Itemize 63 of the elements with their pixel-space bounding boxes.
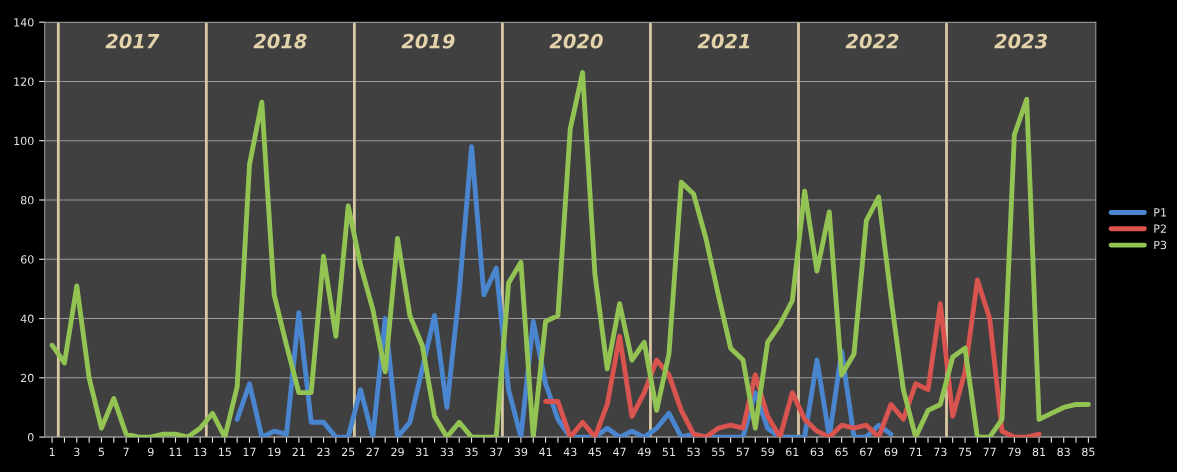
x-tick-label: 75 xyxy=(958,447,972,457)
x-tick-label: 5 xyxy=(98,447,105,457)
x-tick-label: 9 xyxy=(147,447,154,457)
x-tick-label: 45 xyxy=(588,447,602,457)
x-tick-label: 85 xyxy=(1082,447,1095,457)
x-tick-label: 71 xyxy=(909,447,922,456)
x-tick-label: 39 xyxy=(514,447,528,457)
y-tick-label: 100 xyxy=(14,136,34,146)
x-tick-label: 25 xyxy=(341,447,355,457)
x-tick-label: 31 xyxy=(416,447,429,457)
x-tick-label: 33 xyxy=(440,447,454,457)
x-tick-label: 59 xyxy=(761,447,774,457)
x-tick-label: 21 xyxy=(292,447,305,456)
x-tick-label: 65 xyxy=(835,447,848,457)
x-tick-label: 35 xyxy=(465,447,478,457)
x-tick-label: 15 xyxy=(218,447,231,457)
x-tick-label: 29 xyxy=(391,447,404,457)
line-series xyxy=(543,277,1042,438)
y-tick-label: 80 xyxy=(20,195,34,205)
legend-label: P1 xyxy=(1154,208,1167,217)
x-tick-label: 19 xyxy=(268,447,281,457)
x-tick-label: 79 xyxy=(1008,447,1021,457)
x-tick-label: 17 xyxy=(243,447,256,456)
x-tick-label: 83 xyxy=(1057,447,1070,457)
x-tick-label: 11 xyxy=(169,447,182,456)
x-tick-label: 27 xyxy=(366,447,379,456)
x-tick-label: 41 xyxy=(539,447,552,456)
x-tick-label: 67 xyxy=(860,447,873,457)
x-tick-label: 53 xyxy=(687,447,700,457)
x-tick-label: 55 xyxy=(712,447,725,457)
x-tick-label: 81 xyxy=(1032,447,1046,457)
x-tick-label: 23 xyxy=(317,447,330,457)
x-tick-label: 57 xyxy=(736,447,750,457)
annotation: 2020 xyxy=(549,33,603,49)
x-tick-label: 3 xyxy=(74,447,80,457)
x-tick-label: 63 xyxy=(810,447,824,457)
legend-label: P3 xyxy=(1154,240,1167,250)
x-tick-label: 1 xyxy=(49,447,55,456)
x-tick-label: 51 xyxy=(662,447,675,457)
legend-label: P2 xyxy=(1154,224,1166,233)
y-tick-label: 60 xyxy=(20,255,34,264)
line-series xyxy=(49,70,1091,438)
x-tick-label: 13 xyxy=(194,447,207,457)
y-tick-label: 40 xyxy=(20,314,34,323)
x-tick-label: 43 xyxy=(563,447,577,457)
x-tick-label: 69 xyxy=(884,447,898,457)
annotation: 2018 xyxy=(253,33,307,49)
x-tick-label: 61 xyxy=(786,447,799,457)
annotation: 2017 xyxy=(105,33,160,49)
x-tick-label: 73 xyxy=(934,447,947,457)
y-tick-label: 20 xyxy=(20,373,34,383)
annotation: 2022 xyxy=(845,33,899,49)
annotation: 2021 xyxy=(697,33,750,49)
y-tick-label: 0 xyxy=(27,433,34,442)
x-tick-label: 7 xyxy=(123,447,129,456)
x-tick-label: 49 xyxy=(637,447,651,457)
y-tick-label: 140 xyxy=(14,18,34,27)
x-tick-label: 77 xyxy=(983,447,996,456)
x-tick-label: 37 xyxy=(490,447,503,457)
annotation: 2019 xyxy=(401,33,455,49)
y-tick-label: 120 xyxy=(14,77,34,86)
annotation: 2023 xyxy=(994,33,1048,49)
x-tick-label: 47 xyxy=(613,447,626,456)
